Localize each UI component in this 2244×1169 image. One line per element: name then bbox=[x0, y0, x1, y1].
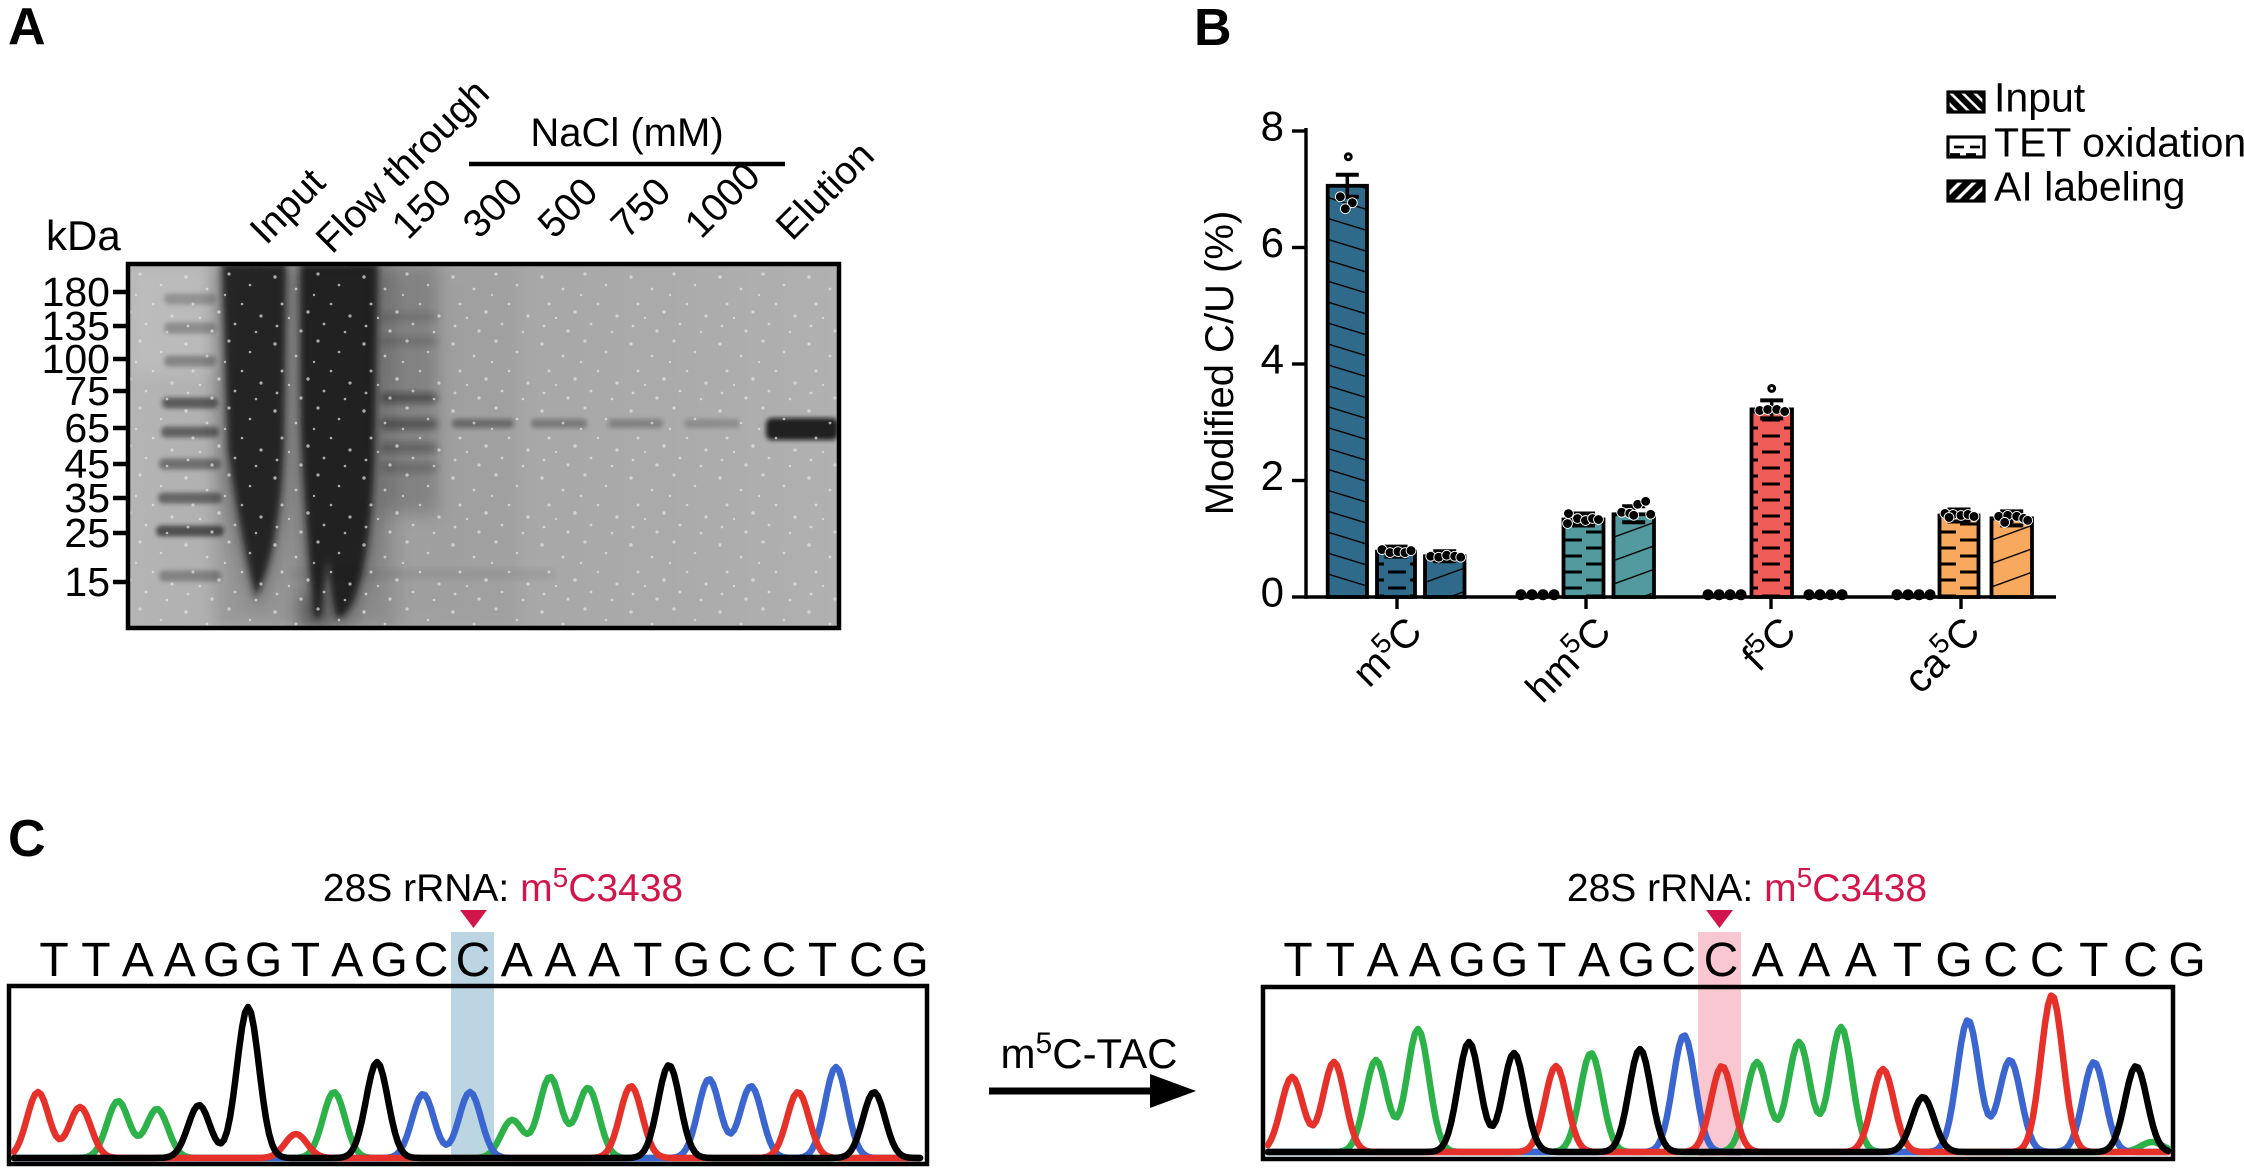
svg-text:A: A bbox=[1367, 934, 1399, 987]
svg-text:G: G bbox=[2168, 934, 2205, 987]
svg-text:A: A bbox=[544, 934, 576, 987]
svg-text:G: G bbox=[1618, 934, 1655, 987]
svg-text:TET oxidation: TET oxidation bbox=[1994, 120, 2244, 166]
svg-text:A: A bbox=[588, 934, 620, 987]
svg-text:G: G bbox=[371, 934, 408, 987]
svg-text:A: A bbox=[122, 934, 154, 987]
svg-text:T: T bbox=[291, 934, 320, 987]
svg-text:135: 135 bbox=[42, 303, 110, 349]
svg-text:28S rRNA: m5C3438: 28S rRNA: m5C3438 bbox=[323, 862, 683, 910]
svg-text:T: T bbox=[1537, 934, 1566, 987]
svg-text:C: C bbox=[414, 934, 449, 987]
svg-text:25: 25 bbox=[64, 510, 110, 556]
svg-text:T: T bbox=[81, 934, 110, 987]
svg-text:C: C bbox=[8, 810, 46, 868]
svg-text:A: A bbox=[1845, 934, 1877, 987]
svg-text:C: C bbox=[762, 934, 797, 987]
svg-text:NaCl (mM): NaCl (mM) bbox=[530, 111, 723, 155]
svg-text:100: 100 bbox=[42, 336, 110, 382]
svg-text:45: 45 bbox=[64, 441, 110, 487]
svg-text:75: 75 bbox=[64, 368, 110, 414]
svg-text:G: G bbox=[1491, 934, 1528, 987]
svg-text:G: G bbox=[1935, 934, 1972, 987]
svg-text:A: A bbox=[1752, 934, 1784, 987]
svg-text:C: C bbox=[718, 934, 753, 987]
svg-text:Modified C/U (%): Modified C/U (%) bbox=[1198, 211, 1242, 516]
svg-text:35: 35 bbox=[64, 475, 110, 521]
svg-text:0: 0 bbox=[1261, 569, 1284, 616]
svg-text:C: C bbox=[456, 934, 491, 987]
svg-text:Input: Input bbox=[1994, 75, 2086, 121]
svg-text:G: G bbox=[245, 934, 282, 987]
svg-text:C: C bbox=[1661, 934, 1696, 987]
svg-text:A: A bbox=[501, 934, 533, 987]
svg-text:G: G bbox=[203, 934, 240, 987]
svg-text:C: C bbox=[2030, 934, 2065, 987]
svg-text:T: T bbox=[2079, 934, 2108, 987]
svg-text:C: C bbox=[2123, 934, 2158, 987]
svg-text:65: 65 bbox=[64, 405, 110, 451]
svg-text:B: B bbox=[1194, 0, 1232, 57]
svg-text:C: C bbox=[849, 934, 884, 987]
svg-text:kDa: kDa bbox=[46, 212, 121, 259]
svg-text:A: A bbox=[1798, 934, 1830, 987]
svg-text:m5C-TAC: m5C-TAC bbox=[1001, 1027, 1178, 1077]
svg-text:28S rRNA: m5C3438: 28S rRNA: m5C3438 bbox=[1567, 862, 1927, 910]
svg-text:A: A bbox=[331, 934, 363, 987]
svg-text:C: C bbox=[1983, 934, 2018, 987]
svg-text:C: C bbox=[1704, 934, 1739, 987]
svg-text:T: T bbox=[633, 934, 662, 987]
svg-text:6: 6 bbox=[1261, 219, 1284, 266]
svg-text:T: T bbox=[1893, 934, 1922, 987]
svg-text:T: T bbox=[808, 934, 837, 987]
svg-text:AI labeling: AI labeling bbox=[1994, 164, 2185, 210]
svg-text:T: T bbox=[1326, 934, 1355, 987]
svg-text:A: A bbox=[1578, 934, 1610, 987]
svg-text:4: 4 bbox=[1261, 336, 1284, 383]
svg-text:8: 8 bbox=[1261, 103, 1284, 150]
svg-text:G: G bbox=[1449, 934, 1486, 987]
svg-text:A: A bbox=[8, 0, 46, 56]
svg-text:G: G bbox=[673, 934, 710, 987]
svg-text:A: A bbox=[164, 934, 196, 987]
svg-text:2: 2 bbox=[1261, 452, 1284, 499]
svg-text:15: 15 bbox=[64, 559, 110, 605]
svg-text:T: T bbox=[39, 934, 68, 987]
svg-text:G: G bbox=[891, 934, 928, 987]
svg-text:A: A bbox=[1409, 934, 1441, 987]
svg-text:180: 180 bbox=[42, 269, 110, 315]
svg-text:T: T bbox=[1283, 934, 1312, 987]
